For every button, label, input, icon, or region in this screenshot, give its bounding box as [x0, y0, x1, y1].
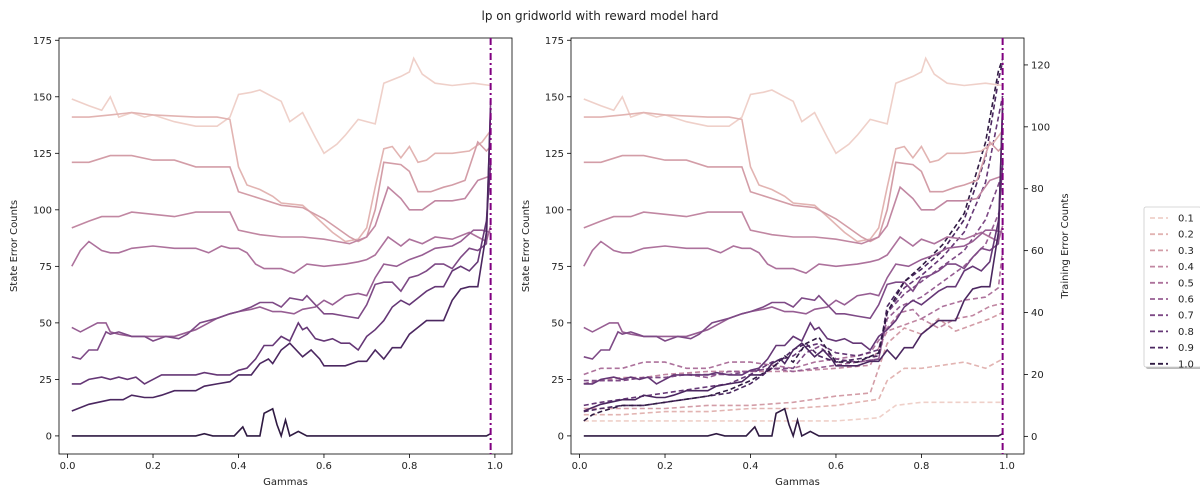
- plot-frame: [58, 37, 513, 455]
- state-series-line: [71, 164, 492, 385]
- y-tick-label: 75: [39, 262, 52, 273]
- state-series-line: [583, 225, 1004, 274]
- y-tick-label: 0: [46, 431, 52, 442]
- y-tick-label: 175: [545, 36, 564, 47]
- training-series-line: [583, 95, 1004, 407]
- y2-tick-label: 120: [1031, 60, 1050, 71]
- x-tick-label: 0.4: [743, 461, 759, 472]
- state-series-line: [71, 101, 492, 360]
- state-series-line: [583, 108, 1004, 412]
- y-tick-label: 50: [551, 318, 564, 329]
- legend-label: 0.8: [1178, 327, 1194, 338]
- training-series-line: [583, 58, 1004, 422]
- x-axis-label: Gammas: [775, 477, 820, 488]
- x-tick-label: 0.8: [401, 461, 417, 472]
- y2-tick-label: 20: [1031, 370, 1044, 381]
- y-tick-label: 25: [551, 375, 564, 386]
- state-series-line: [71, 175, 491, 245]
- legend-label: 0.9: [1178, 343, 1194, 354]
- y-tick-label: 150: [545, 92, 564, 103]
- training-series-line: [583, 311, 1003, 410]
- x-tick-label: 0.6: [316, 461, 332, 472]
- state-series-line: [583, 111, 1004, 243]
- x-tick-label: 0.0: [572, 461, 588, 472]
- x-tick-label: 1.0: [999, 461, 1015, 472]
- state-series-line: [583, 229, 1003, 338]
- y-tick-label: 150: [33, 92, 52, 103]
- state-series-line: [71, 56, 491, 155]
- state-series-line: [583, 164, 1004, 385]
- legend-label: 0.6: [1178, 295, 1194, 306]
- state-series-line: [583, 140, 1004, 243]
- plot-frame: [570, 37, 1025, 455]
- figure-title: lp on gridworld with reward model hard: [481, 9, 718, 23]
- legend-label: 0.2: [1178, 230, 1194, 241]
- state-series-line: [71, 225, 492, 274]
- state-series-line: [583, 101, 1004, 360]
- series-lines: [71, 56, 492, 439]
- left-panel: 0.0 0.2 0.4 0.6 0.8 1.0 0 25 50 75 100 125 150 175 Gam…: [9, 36, 513, 488]
- y-tick-label: 25: [39, 375, 52, 386]
- y-tick-label: 50: [39, 318, 52, 329]
- x-tick-label: 0.8: [913, 461, 929, 472]
- x-tick-label: 0.2: [657, 461, 673, 472]
- state-series-line: [71, 111, 492, 243]
- y-axis-label: State Error Counts: [9, 200, 20, 292]
- y2-tick-label: 80: [1031, 184, 1044, 195]
- y-tick-label: 100: [545, 205, 564, 216]
- y2-axis-label: Training Error Counts: [1060, 193, 1071, 299]
- training-series-line: [583, 401, 1003, 422]
- y-tick-label: 125: [33, 149, 52, 160]
- x-axis-label: Gammas: [263, 477, 308, 488]
- state-series-line: [583, 175, 1003, 245]
- y2-tick-label: 0: [1031, 432, 1037, 443]
- legend-label: 0.3: [1178, 246, 1194, 257]
- training-series-line: [583, 250, 1004, 376]
- legend: 0.1 0.2 0.3 0.4 0.5 0.6 0.7 0.8 0.9 1.0: [1143, 206, 1200, 370]
- y2-tick-label: 40: [1031, 308, 1044, 319]
- x-tick-label: 0.4: [231, 461, 247, 472]
- y-tick-label: 0: [558, 431, 564, 442]
- state-series-line: [71, 140, 492, 243]
- y2-tick-label: 100: [1031, 122, 1050, 133]
- state-series-line: [583, 407, 1003, 439]
- legend-box: [1143, 206, 1200, 368]
- y-axis-label: State Error Counts: [521, 200, 532, 292]
- y-tick-label: 75: [551, 262, 564, 273]
- x-tick-label: 0.0: [60, 461, 76, 472]
- legend-label: 0.1: [1178, 214, 1194, 225]
- y-tick-label: 125: [545, 149, 564, 160]
- legend-label: 0.5: [1178, 278, 1194, 289]
- x-tick-label: 0.2: [145, 461, 161, 472]
- legend-label: 1.0: [1178, 359, 1194, 370]
- y2-tick-label: 60: [1031, 246, 1044, 257]
- x-tick-label: 1.0: [487, 461, 503, 472]
- series-lines: [583, 56, 1004, 439]
- x-tick-label: 0.6: [828, 461, 844, 472]
- training-series-line: [583, 203, 1004, 385]
- state-series-line: [71, 229, 491, 338]
- right-panel: 0.0 0.2 0.4 0.6 0.8 1.0 0 25 50 75 100 125 150 175 Gam…: [521, 36, 1071, 488]
- legend-label: 0.7: [1178, 311, 1194, 322]
- y-tick-label: 175: [33, 36, 52, 47]
- y-tick-label: 100: [33, 205, 52, 216]
- state-series-line: [71, 407, 491, 439]
- state-series-line: [71, 108, 492, 412]
- state-series-line: [583, 56, 1003, 155]
- legend-label: 0.4: [1178, 262, 1194, 273]
